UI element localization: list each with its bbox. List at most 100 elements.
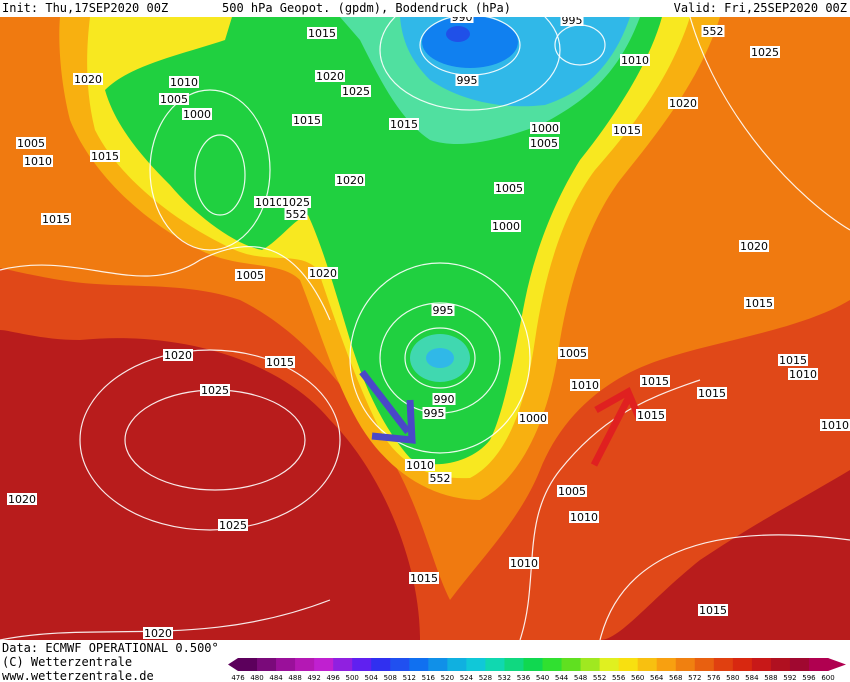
legend-tick-label: 596 — [802, 674, 816, 682]
label-box — [529, 137, 559, 149]
isobar-label: 1015 — [410, 572, 438, 585]
isobar-label: 1005 — [558, 485, 586, 498]
arrow-shaft — [359, 369, 411, 435]
legend-tick-label: 584 — [745, 674, 759, 682]
label-box — [143, 627, 173, 639]
isobar-label: 1015 — [42, 213, 70, 226]
legend-tick-label: 588 — [764, 674, 777, 682]
label-box — [744, 297, 774, 309]
legend-tick-label: 564 — [650, 674, 664, 682]
legend-swatch — [238, 658, 258, 671]
isobar — [689, 16, 850, 231]
legend-end-right — [828, 658, 846, 671]
label-box — [518, 412, 548, 424]
legend-swatch — [257, 658, 277, 671]
legend-swatch — [675, 658, 696, 671]
legend-swatch — [371, 658, 391, 671]
isobar-label: 1000 — [531, 122, 559, 135]
isobar — [349, 262, 531, 454]
isobar-label: 1020 — [740, 240, 768, 253]
valid-time: Valid: Fri,25SEP2020 00Z — [674, 1, 847, 15]
label-box — [820, 419, 850, 431]
isobar-label: 1010 — [789, 368, 817, 381]
copyright: (C) Wetterzentrale — [2, 655, 132, 669]
legend-tick-label: 592 — [783, 674, 796, 682]
data-source: Data: ECMWF OPERATIONAL 0.500° — [2, 641, 219, 655]
legend-tick-label: 524 — [460, 674, 474, 682]
legend-tick-label: 540 — [536, 674, 549, 682]
isobar-label: 1015 — [390, 118, 418, 131]
legend-swatch — [409, 658, 429, 671]
isobar-label: 1020 — [309, 267, 337, 280]
legend-swatch — [751, 658, 772, 671]
isobar-label: 1010 — [406, 459, 434, 472]
label-box — [636, 409, 666, 421]
legend-tick-label: 488 — [288, 674, 301, 682]
isobar-label: 1015 — [745, 297, 773, 310]
label-box — [265, 356, 295, 368]
isobar — [519, 379, 701, 641]
isobar-label: 552 — [286, 208, 307, 221]
isobar-label: 1025 — [282, 196, 310, 209]
label-box — [432, 393, 456, 405]
isobar — [0, 245, 331, 321]
isobar-label: 1015 — [699, 604, 727, 617]
legend-tick-label: 572 — [688, 674, 701, 682]
label-box — [405, 459, 435, 471]
label-box — [698, 604, 728, 616]
init-time: Init: Thu,17SEP2020 00Z — [2, 1, 168, 15]
label-box — [530, 122, 560, 134]
isobar-label: 1015 — [91, 150, 119, 163]
isobar-label: 1000 — [519, 412, 547, 425]
isobar-label: 995 — [424, 407, 445, 420]
isobar — [79, 349, 341, 531]
legend-tick-label: 556 — [612, 674, 626, 682]
legend-swatch — [352, 658, 372, 671]
label-box — [200, 384, 230, 396]
label-box — [788, 368, 818, 380]
label-box — [431, 304, 455, 316]
legend-swatch — [580, 658, 601, 671]
legend-swatch — [656, 658, 677, 671]
legend-tick-label: 536 — [517, 674, 531, 682]
map-title: 500 hPa Geopot. (gpdm), Bodendruck (hPa) — [222, 1, 511, 15]
label-box — [389, 118, 419, 130]
isobar-label: 1005 — [160, 93, 188, 106]
isobar-label: 1015 — [613, 124, 641, 137]
label-box — [73, 73, 103, 85]
label-box — [281, 196, 311, 208]
field-cyan-low — [426, 348, 454, 368]
isobar-label: 1020 — [336, 174, 364, 187]
legend-tick-label: 500 — [346, 674, 359, 682]
label-box — [750, 46, 780, 58]
legend-tick-label: 600 — [821, 674, 834, 682]
legend-tick-label: 548 — [574, 674, 587, 682]
isobar-label: 1005 — [236, 269, 264, 282]
label-box — [569, 511, 599, 523]
label-box — [308, 267, 338, 279]
legend-tick-label: 504 — [365, 674, 379, 682]
label-box — [620, 54, 650, 66]
arrow-shaft — [590, 393, 634, 467]
legend-swatch — [333, 658, 353, 671]
isobar-label: 1010 — [510, 557, 538, 570]
label-box — [90, 150, 120, 162]
isobar-label: 1010 — [255, 196, 283, 209]
label-box — [491, 220, 521, 232]
isobar-label: 1020 — [669, 97, 697, 110]
label-box — [428, 472, 452, 484]
label-box — [307, 27, 337, 39]
legend-tick-label: 528 — [479, 674, 492, 682]
label-box — [557, 485, 587, 497]
label-box — [292, 114, 322, 126]
isobar-label: 1000 — [183, 108, 211, 121]
isobar-label: 1015 — [698, 387, 726, 400]
legend-swatch — [390, 658, 410, 671]
isobar-label: 1000 — [492, 220, 520, 233]
legend-swatch — [314, 658, 334, 671]
isobar-label: 995 — [562, 14, 583, 27]
legend-tick-label: 520 — [441, 674, 454, 682]
isobar-label: 1020 — [8, 493, 36, 506]
isobar-label: 1005 — [495, 182, 523, 195]
